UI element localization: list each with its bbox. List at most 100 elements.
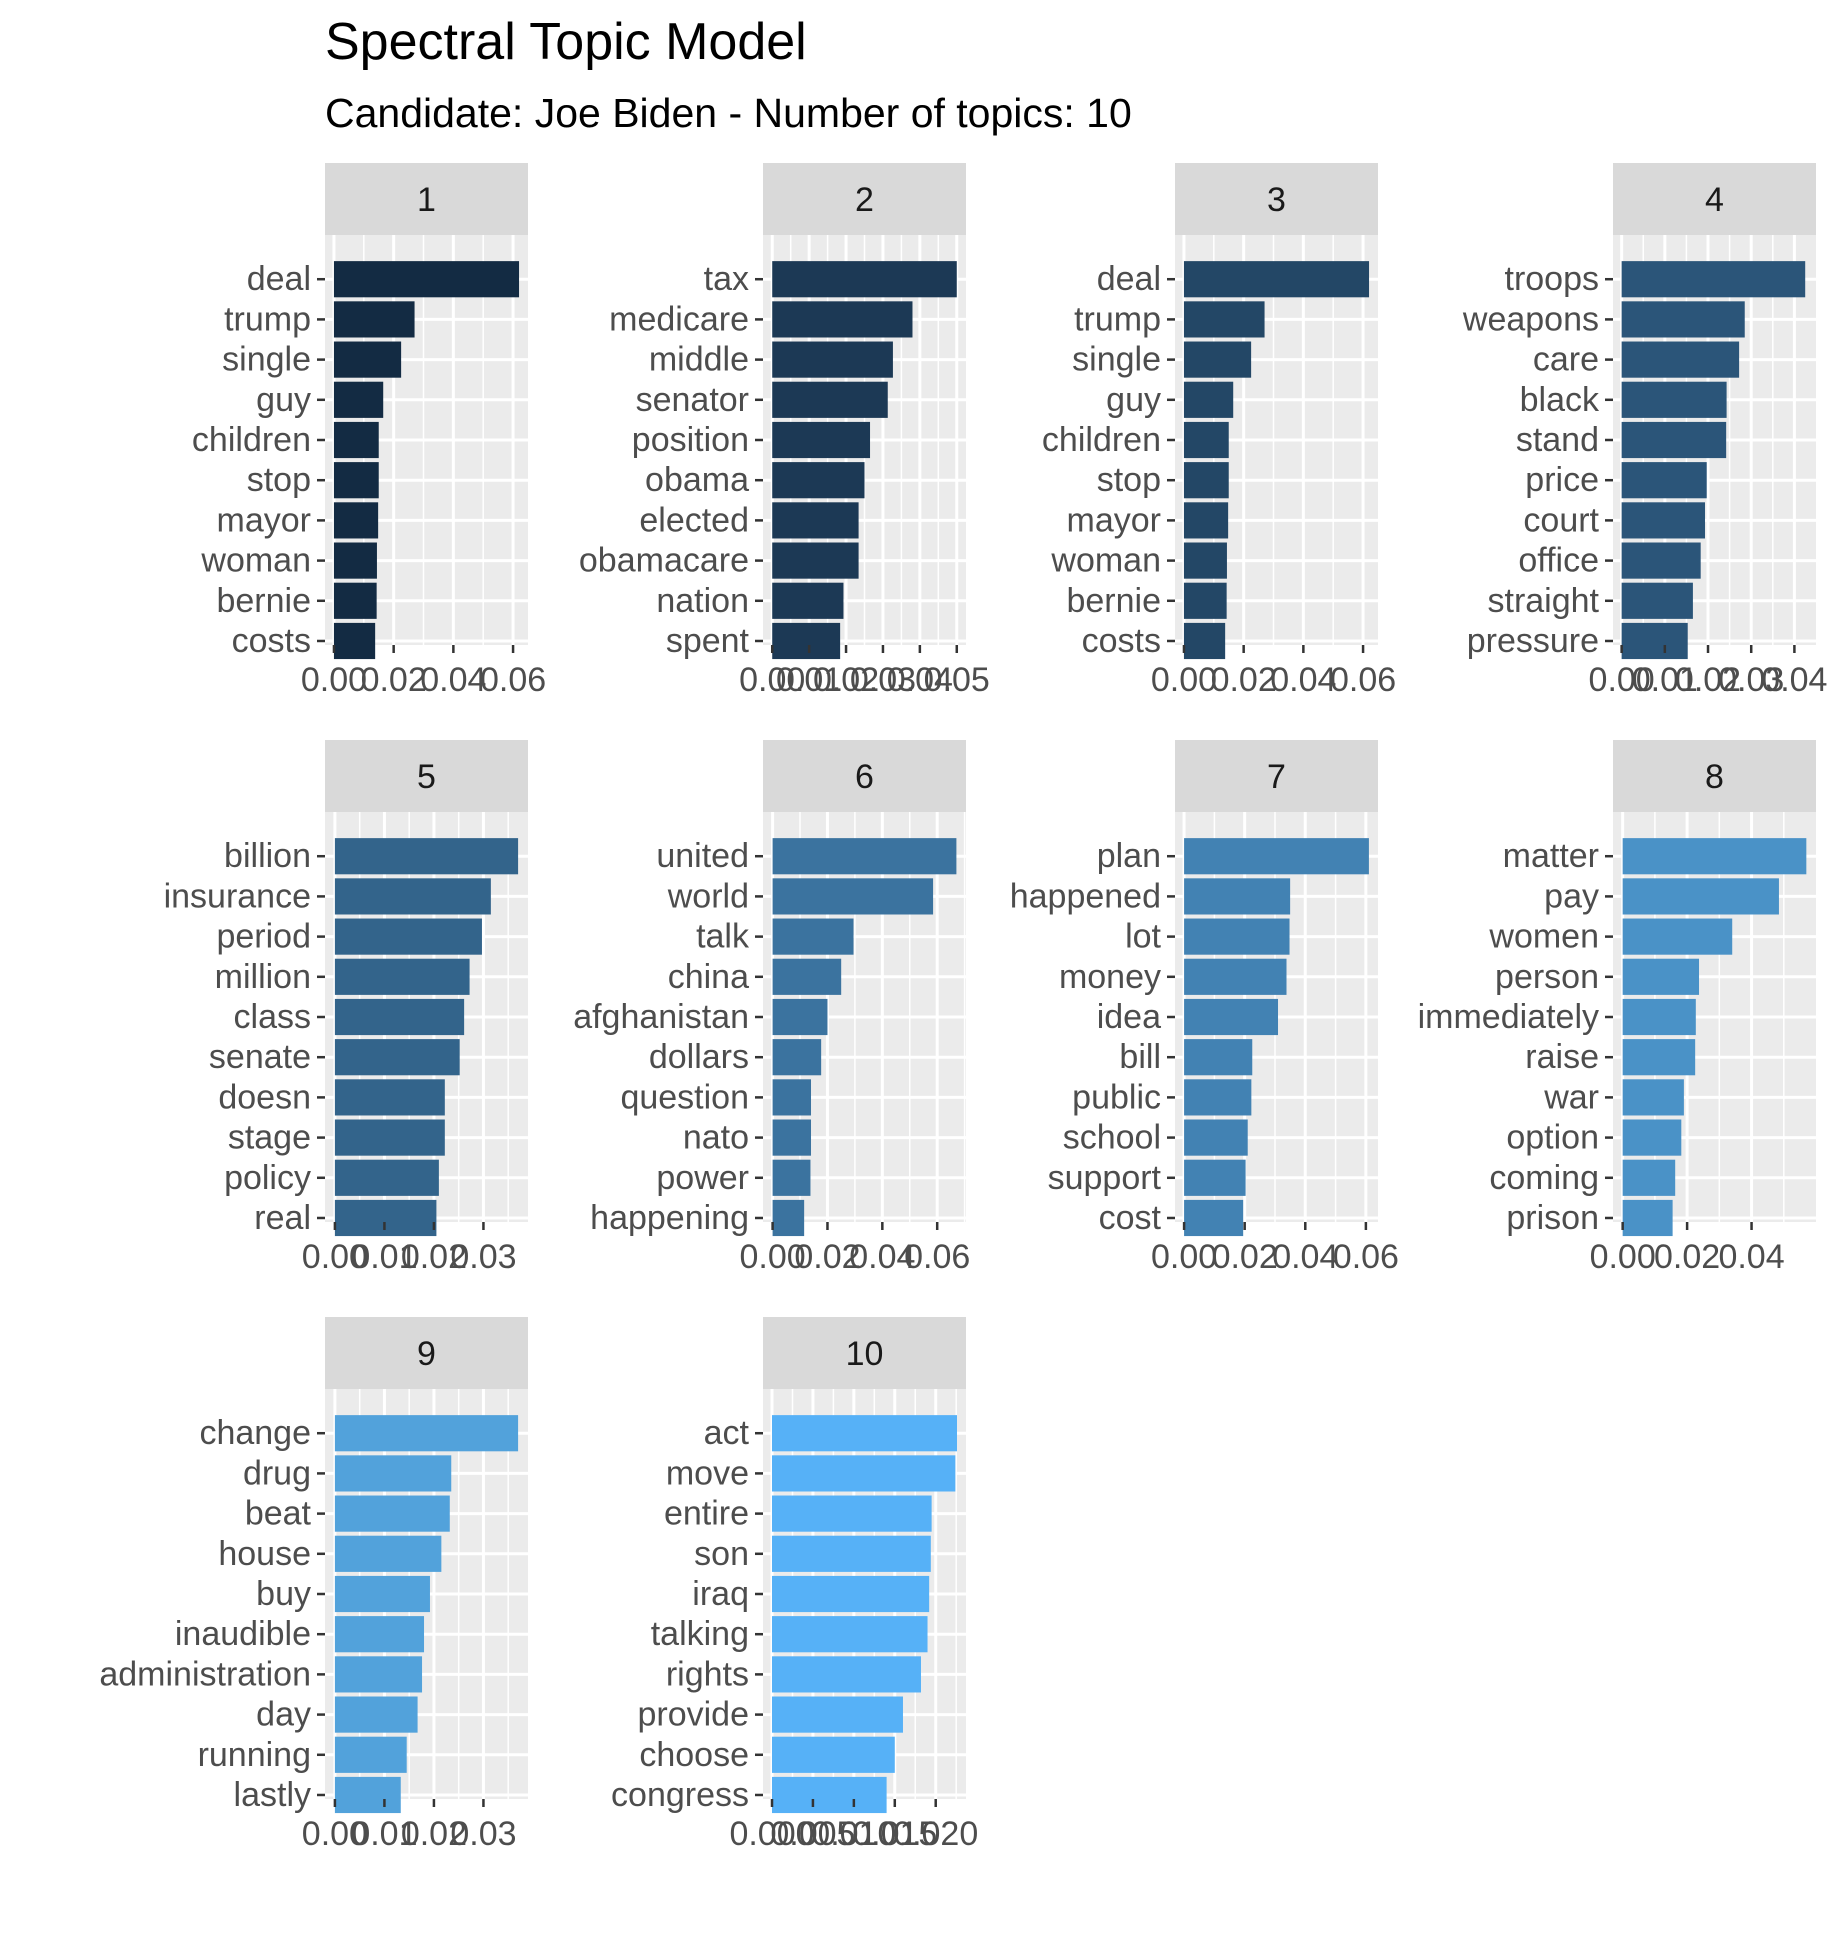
term-label: prison [1506,1199,1599,1237]
term-label: senator [636,381,749,419]
x-tick-label: 0.00 [1151,1238,1217,1276]
facet-strip [325,740,528,812]
term-label: troops [1505,260,1600,298]
term-label: woman [200,542,311,580]
x-tick-label: 0.04 [1761,661,1827,699]
term-label: children [1042,421,1161,459]
bar [1184,1079,1252,1116]
bar [772,1119,812,1156]
x-tick-label: 0.01 [351,1815,417,1853]
facet-strip-label: 6 [855,758,874,796]
bar [1183,542,1227,579]
term-label: office [1518,542,1599,580]
x-tick-label: 0.02 [1212,1238,1278,1276]
term-label: guy [256,381,311,419]
bar [333,542,377,579]
bar [772,1736,895,1773]
bar [772,1776,887,1814]
bar [772,998,828,1036]
term-label: son [694,1535,749,1573]
term-label: senate [209,1038,311,1076]
bar [772,341,893,378]
facet-8: 8 matterpaywomenpersonimmediatelyraisewar… [1418,740,1816,1276]
bar [333,341,402,378]
x-tick-label: 0.000 [729,1815,814,1853]
term-label: class [234,998,311,1036]
bar [334,838,519,875]
term-label: beat [245,1495,312,1533]
chart-subtitle: Candidate: Joe Biden - Number of topics:… [325,90,1132,136]
bar [772,1495,932,1532]
facet-strip-label: 1 [417,181,436,219]
term-label: mayor [217,501,311,539]
bar [772,1455,956,1492]
term-label: weapons [1462,300,1599,338]
facet-strip [325,1317,528,1389]
term-label: change [199,1414,311,1452]
term-label: stage [228,1119,311,1157]
term-label: united [656,837,749,875]
bar [1183,582,1227,619]
bar [1621,622,1688,660]
term-label: entire [664,1495,749,1533]
bar [1622,1079,1684,1116]
x-tick-label: 0.02 [794,1238,860,1276]
term-label: costs [1082,622,1161,660]
term-label: guy [1106,381,1161,419]
term-label: middle [649,341,749,379]
term-label: raise [1525,1038,1599,1076]
bar [1183,502,1229,539]
term-label: act [704,1414,750,1452]
term-label: dollars [649,1038,749,1076]
x-tick-label: 0.00 [302,1238,368,1276]
term-label: single [222,341,311,379]
facet-3: 3 dealtrumpsingleguychildrenstopmayorwoma… [1042,163,1396,699]
x-tick-label: 0.03 [850,661,916,699]
facet-strip [1613,740,1816,812]
facet-strip [763,163,966,235]
term-label: lastly [234,1776,311,1814]
bar [334,878,491,915]
term-label: power [656,1159,749,1197]
x-tick-label: 0.04 [887,661,953,699]
bar [334,998,465,1036]
x-tick-label: 0.01 [776,661,842,699]
term-label: question [620,1078,749,1116]
bar [772,421,871,459]
bar [772,502,859,539]
facet-strip [325,163,528,235]
x-tick-label: 0.06 [1330,661,1396,699]
x-tick-label: 0.015 [852,1815,937,1853]
bar [1184,1159,1246,1196]
x-tick-label: 0.03 [450,1238,516,1276]
facet-strip-label: 9 [417,1335,436,1373]
bar [1622,958,1700,995]
term-label: straight [1488,582,1600,620]
bar [334,1736,407,1773]
term-label: nation [656,582,749,620]
facet-strip [1613,163,1816,235]
facet-7: 7 planhappenedlotmoneyideabillpublicschoo… [1010,740,1399,1276]
x-tick-label: 0.00 [1589,661,1655,699]
bar [1621,462,1707,499]
term-label: buy [256,1575,311,1613]
facet-6: 6 unitedworldtalkchinaafghanistandollarsq… [573,740,970,1276]
x-tick-label: 0.00 [1151,661,1217,699]
bar [334,1119,445,1156]
term-label: administration [99,1655,311,1693]
term-label: stop [247,461,311,499]
x-tick-label: 0.02 [401,1815,467,1853]
bar [1621,421,1727,459]
x-tick-label: 0.00 [739,661,805,699]
term-label: public [1072,1078,1161,1116]
bar [1183,381,1234,418]
term-label: immediately [1418,998,1599,1036]
bar [772,261,957,298]
x-tick-label: 0.04 [1270,661,1336,699]
term-label: nato [683,1119,749,1157]
term-label: rights [666,1655,749,1693]
facet-2: 2 taxmedicaremiddlesenatorpositionobamael… [579,163,990,699]
x-tick-label: 0.01 [1632,661,1698,699]
bar [1622,918,1733,955]
term-label: matter [1503,837,1599,875]
